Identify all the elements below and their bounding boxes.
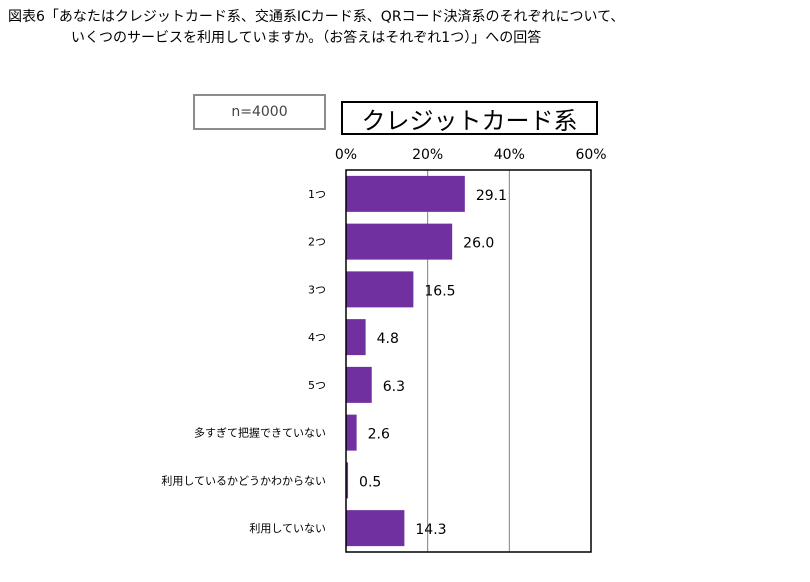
- sample-size-box: n=4000: [193, 94, 326, 130]
- bar-4: [346, 366, 372, 403]
- category-label-4: 5つ: [308, 379, 326, 392]
- figure-title-line-1: 図表6「あなたはクレジットカード系、交通系ICカード系、QRコード決済系のそれぞ…: [8, 9, 625, 25]
- plot-frame: [345, 169, 592, 553]
- value-label-1: 26.0: [463, 236, 494, 252]
- category-label-5: 多すぎて把握できていない: [194, 426, 326, 440]
- bar-7: [346, 510, 405, 547]
- value-label-7: 14.3: [415, 522, 446, 538]
- bar-0: [346, 175, 465, 212]
- x-tick-label-1: 20%: [412, 147, 443, 163]
- bar-2: [346, 271, 414, 308]
- category-label-3: 4つ: [308, 331, 326, 344]
- value-label-0: 29.1: [476, 188, 507, 204]
- value-label-5: 2.6: [368, 427, 390, 443]
- category-label-0: 1つ: [308, 188, 326, 201]
- x-tick-label-2: 40%: [494, 147, 525, 163]
- category-label-7: 利用していない: [249, 522, 326, 535]
- bar-3: [346, 319, 366, 356]
- value-label-4: 6.3: [383, 379, 405, 395]
- bar-1: [346, 223, 453, 260]
- bar-6: [346, 462, 349, 499]
- category-label-6: 利用しているかどうかわからない: [161, 474, 326, 487]
- x-tick-label-3: 60%: [575, 147, 606, 163]
- category-label-1: 2つ: [308, 236, 326, 249]
- value-label-2: 16.5: [424, 283, 455, 299]
- bar-5: [346, 414, 357, 451]
- value-label-3: 4.8: [377, 331, 399, 347]
- figure-title-line-2: いくつのサービスを利用していますか。（お答えはそれぞれ1つ）」への回答: [71, 30, 542, 46]
- value-label-6: 0.5: [359, 474, 381, 490]
- category-label-2: 3つ: [308, 283, 326, 296]
- x-tick-label-0: 0%: [335, 147, 357, 163]
- category-title-box: クレジットカード系: [341, 101, 598, 135]
